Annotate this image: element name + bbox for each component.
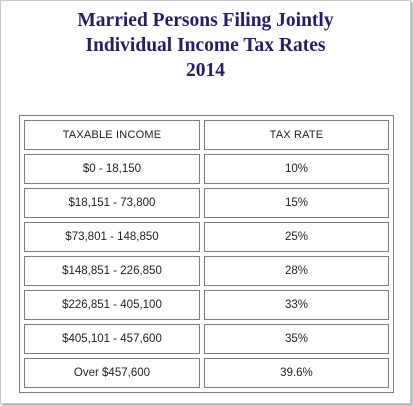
tax-rate-table: TAXABLE INCOME TAX RATE $0 - 18,150 10% … (19, 115, 394, 393)
table-row: Over $457,600 39.6% (24, 358, 389, 388)
rate-cell: 35% (203, 324, 389, 354)
title-line-2: Individual Income Tax Rates (85, 35, 326, 56)
rate-cell: 10% (203, 154, 389, 184)
income-cell: $73,801 - 148,850 (24, 222, 200, 252)
table-header-row: TAXABLE INCOME TAX RATE (24, 120, 389, 150)
rate-cell: 15% (203, 188, 389, 218)
income-cell: Over $457,600 (24, 358, 200, 388)
rate-cell: 25% (203, 222, 389, 252)
income-cell: $148,851 - 226,850 (24, 256, 200, 286)
rate-cell: 39.6% (203, 358, 389, 388)
rate-cell: 33% (203, 290, 389, 320)
table-row: $405,101 - 457,600 35% (24, 324, 389, 354)
table-row: $73,801 - 148,850 25% (24, 222, 389, 252)
income-cell: $405,101 - 457,600 (24, 324, 200, 354)
rate-cell: 28% (203, 256, 389, 286)
title-line-3: 2014 (186, 60, 225, 81)
title-line-1: Married Persons Filing Jointly (77, 10, 334, 31)
column-header-tax-rate: TAX RATE (203, 120, 389, 150)
page-title: Married Persons Filing Jointly Individua… (1, 8, 410, 83)
income-cell: $226,851 - 405,100 (24, 290, 200, 320)
table-row: $226,851 - 405,100 33% (24, 290, 389, 320)
income-cell: $18,151 - 73,800 (24, 188, 200, 218)
table-row: $0 - 18,150 10% (24, 154, 389, 184)
income-cell: $0 - 18,150 (24, 154, 200, 184)
column-header-taxable-income: TAXABLE INCOME (24, 120, 200, 150)
table-row: $18,151 - 73,800 15% (24, 188, 389, 218)
table-row: $148,851 - 226,850 28% (24, 256, 389, 286)
